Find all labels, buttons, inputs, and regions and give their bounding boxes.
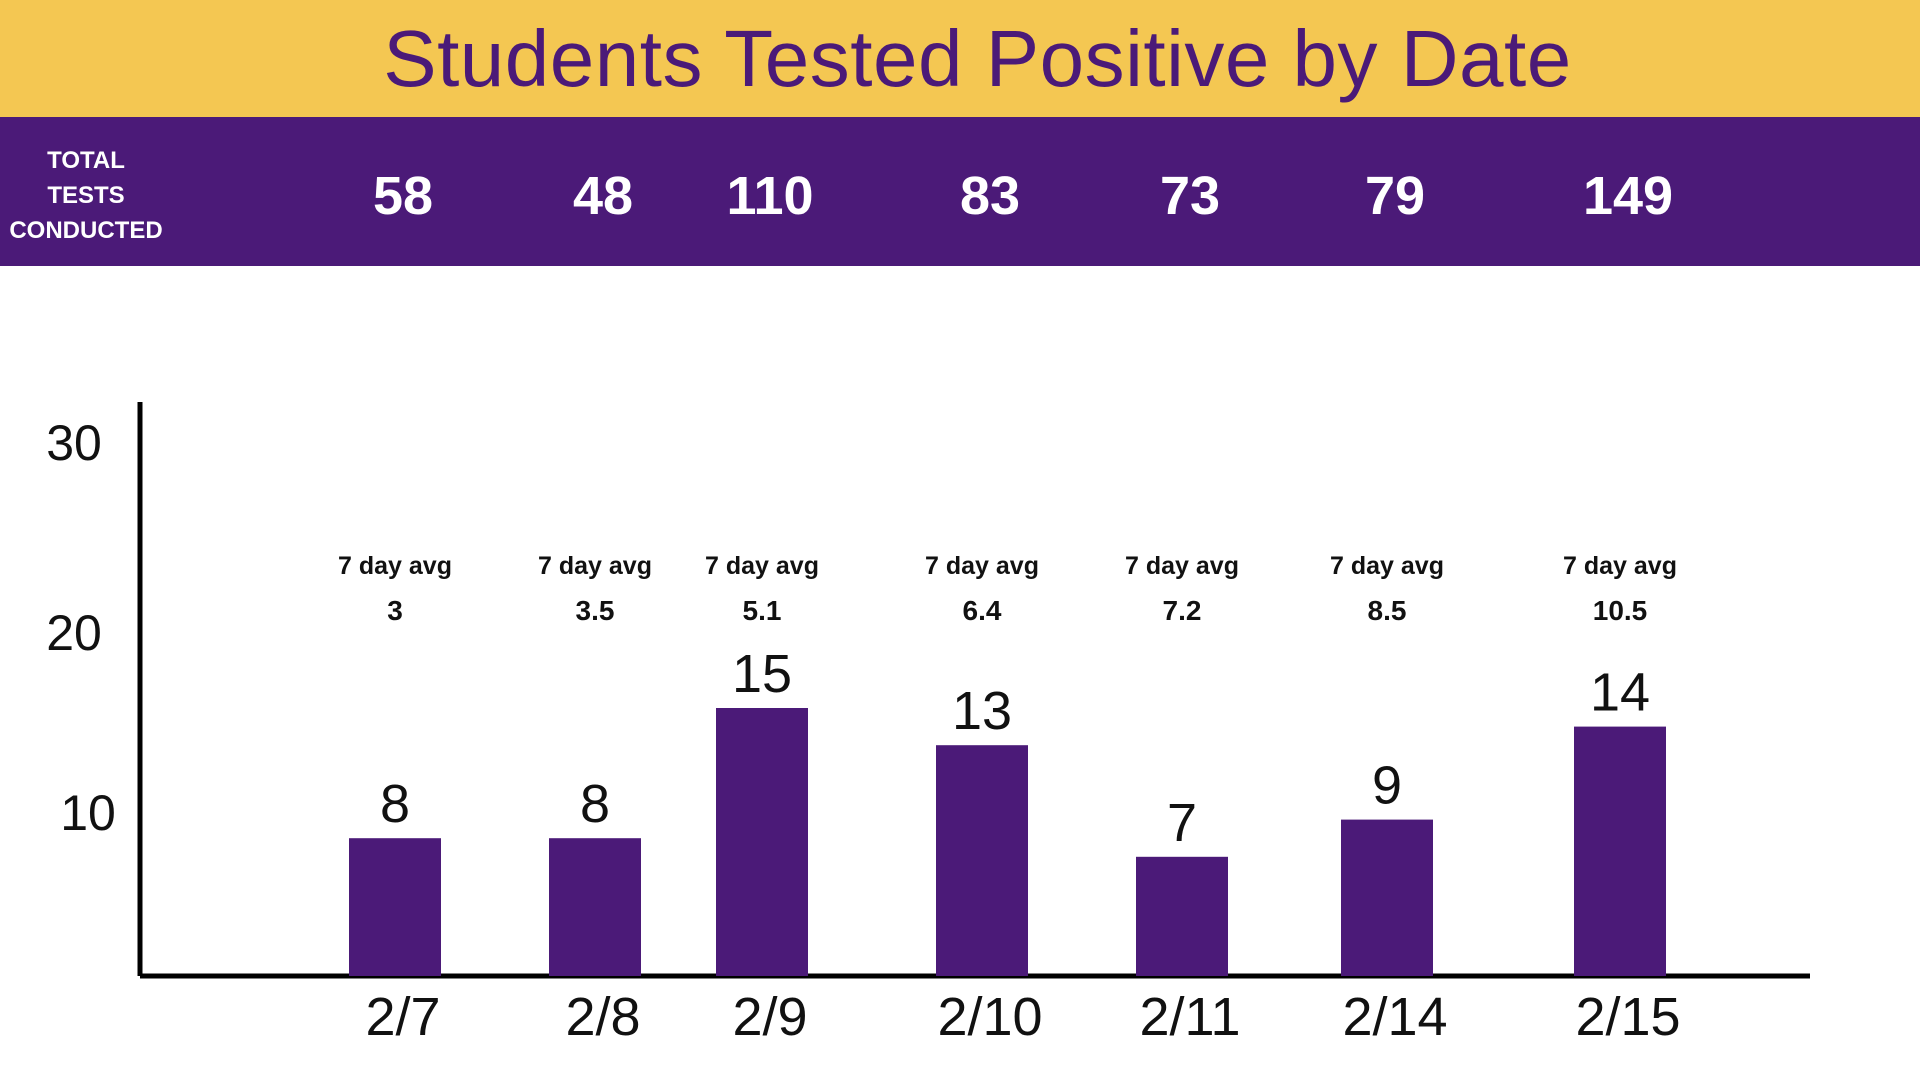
- seven-day-avg-label: 7 day avg: [338, 552, 452, 580]
- seven-day-avg-label: 7 day avg: [1563, 552, 1677, 580]
- total-tests-value: 149: [1582, 166, 1674, 226]
- total-tests-label: TOTAL TESTS CONDUCTED: [9, 147, 163, 244]
- bar: [549, 838, 641, 976]
- data-label: 13: [952, 681, 1012, 741]
- total-tests-value: 79: [1364, 166, 1426, 226]
- x-tick-label: 2/10: [937, 987, 1042, 1047]
- total-tests-value: 48: [572, 166, 634, 226]
- seven-day-avg-value: 10.5: [1593, 595, 1648, 626]
- total-tests-value: 83: [959, 166, 1021, 226]
- total-tests-value: 73: [1159, 166, 1221, 226]
- bar: [1574, 726, 1666, 976]
- y-tick-label: 20: [46, 605, 102, 661]
- chart-title: Students Tested Positive by Date: [383, 13, 1572, 103]
- seven-day-avg-value: 7.2: [1163, 595, 1202, 626]
- seven-day-avg-value: 5.1: [743, 595, 782, 626]
- total-tests-bar: TOTAL TESTS CONDUCTED 58 48 110 83 73 79 149: [0, 117, 1920, 266]
- title-bar: Students Tested Positive by Date: [0, 0, 1920, 117]
- seven-day-avg-label: 7 day avg: [538, 552, 652, 580]
- total-tests-value: 58: [372, 166, 434, 226]
- y-tick-label: 10: [60, 785, 116, 841]
- x-tick-label: 2/14: [1342, 987, 1447, 1047]
- seven-day-avg-value: 3.5: [576, 595, 615, 626]
- x-tick-label: 2/11: [1139, 987, 1240, 1047]
- data-label: 14: [1590, 663, 1650, 723]
- bar: [936, 745, 1028, 976]
- seven-day-avg-value: 6.4: [963, 595, 1002, 626]
- seven-day-avg-label: 7 day avg: [925, 552, 1039, 580]
- bar: [1341, 819, 1433, 976]
- x-tick-label: 2/7: [365, 987, 440, 1047]
- bar: [1136, 856, 1228, 976]
- data-label: 9: [1372, 756, 1402, 816]
- bar: [716, 708, 808, 976]
- seven-day-avg-value: 8.5: [1368, 595, 1407, 626]
- seven-day-avg-label: 7 day avg: [705, 552, 819, 580]
- seven-day-avg-label: 7 day avg: [1125, 552, 1239, 580]
- x-tick-label: 2/15: [1575, 987, 1680, 1047]
- data-label: 8: [380, 774, 410, 834]
- data-label: 7: [1167, 793, 1197, 853]
- bar: [349, 838, 441, 976]
- data-label: 15: [732, 644, 792, 704]
- data-label: 8: [580, 774, 610, 834]
- total-tests-value: 110: [726, 166, 814, 226]
- seven-day-avg-label: 7 day avg: [1330, 552, 1444, 580]
- seven-day-avg-value: 3: [387, 595, 403, 626]
- x-tick-label: 2/9: [732, 987, 807, 1047]
- x-tick-label: 2/8: [565, 987, 640, 1047]
- y-tick-label: 30: [46, 415, 102, 471]
